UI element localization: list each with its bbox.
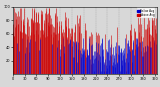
Legend: Below Avg, Above Avg: Below Avg, Above Avg (137, 8, 155, 18)
